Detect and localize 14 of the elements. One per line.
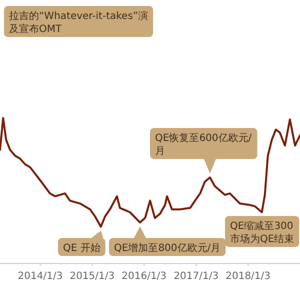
annotation: QE恢复至600亿欧元/月 [150, 128, 258, 174]
annotation: QE缩减至300市场为QE结束 [225, 216, 300, 247]
annotation: QE缩减至300市场为QE结束 [230, 220, 294, 245]
annotation: QE恢复至600亿欧元/月 [155, 132, 252, 157]
annotation: QE 开始 [63, 243, 100, 254]
annotation: 拉吉的“Whatever-it-takes”演及宣布OMT [4, 6, 154, 37]
x-tick-label: 2018/1/3 [226, 271, 271, 282]
x-tick-label: 2015/1/3 [70, 271, 115, 282]
x-tick-label: 2016/1/3 [122, 271, 167, 282]
annotation: QE增加至800亿欧元/月 [109, 226, 226, 256]
annotation: QE增加至800亿欧元/月 [114, 242, 221, 254]
annotation: QE 开始 [58, 230, 106, 256]
x-tick-label: 2017/1/3 [174, 271, 219, 282]
x-tick-label: 2014/1/3 [18, 271, 63, 282]
